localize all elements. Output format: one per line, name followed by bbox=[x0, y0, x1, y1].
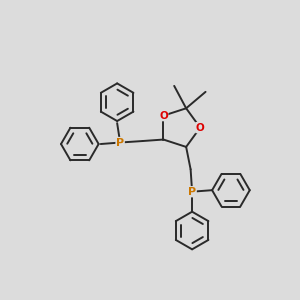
Text: O: O bbox=[196, 123, 205, 133]
Text: P: P bbox=[116, 137, 124, 148]
Text: O: O bbox=[159, 111, 168, 121]
Text: P: P bbox=[188, 187, 196, 197]
